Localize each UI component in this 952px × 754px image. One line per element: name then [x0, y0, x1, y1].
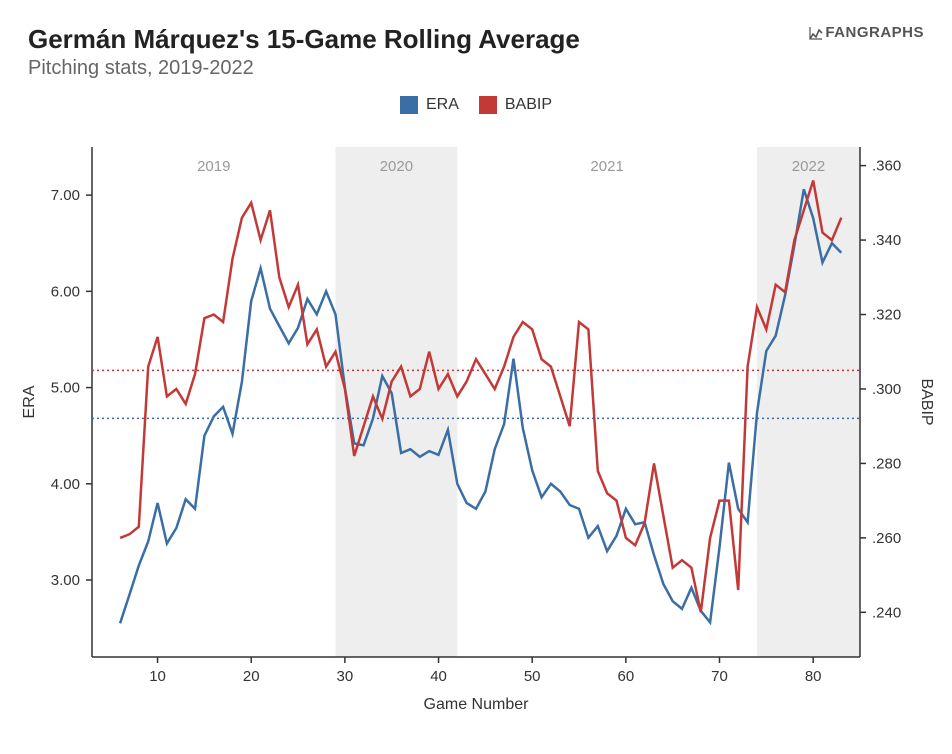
- legend-label: BABIP: [505, 96, 552, 114]
- legend-item: ERA: [400, 96, 459, 114]
- season-label: 2020: [380, 158, 413, 175]
- fangraphs-icon: [809, 26, 823, 40]
- babip-series-line: [120, 181, 841, 613]
- season-band: [336, 147, 458, 657]
- right-y-tick-label: .300: [872, 381, 901, 398]
- chart-header: Germán Márquez's 15-Game Rolling Average…: [0, 0, 952, 84]
- x-tick-label: 30: [337, 668, 354, 685]
- left-y-tick-label: 5.00: [51, 380, 80, 397]
- season-label: 2021: [590, 158, 623, 175]
- x-tick-label: 20: [243, 668, 260, 685]
- right-y-tick-label: .280: [872, 455, 901, 472]
- right-y-tick-label: .340: [872, 232, 901, 249]
- left-y-tick-label: 3.00: [51, 572, 80, 589]
- x-axis-label: Game Number: [424, 696, 530, 713]
- season-label: 2019: [197, 158, 230, 175]
- chart-svg: 2019 2020 2021 2022 10 20 30 40 50 60 70 80 Game Num…: [0, 127, 952, 727]
- season-label: 2022: [792, 158, 825, 175]
- chart-title: Germán Márquez's 15-Game Rolling Average: [28, 24, 924, 55]
- legend-swatch: [400, 96, 418, 114]
- chart-area: 2019 2020 2021 2022 10 20 30 40 50 60 70 80 Game Num…: [0, 127, 952, 727]
- legend-label: ERA: [426, 96, 459, 114]
- left-y-tick-label: 6.00: [51, 283, 80, 300]
- x-tick-label: 50: [524, 668, 541, 685]
- right-y-tick-label: .360: [872, 158, 901, 175]
- left-y-tick-label: 4.00: [51, 476, 80, 493]
- fangraphs-logo-text: FANGRAPHS: [825, 24, 924, 41]
- x-tick-label: 80: [805, 668, 822, 685]
- x-tick-label: 10: [149, 668, 166, 685]
- chart-legend: ERA BABIP: [0, 84, 952, 127]
- right-y-tick-label: .240: [872, 604, 901, 621]
- right-y-tick-label: .260: [872, 530, 901, 547]
- x-tick-label: 60: [618, 668, 635, 685]
- era-series-line: [120, 189, 841, 623]
- season-band: [757, 147, 860, 657]
- left-y-axis-label: ERA: [21, 385, 38, 418]
- chart-subtitle: Pitching stats, 2019-2022: [28, 57, 924, 80]
- left-y-tick-label: 7.00: [51, 187, 80, 204]
- x-tick-label: 70: [711, 668, 728, 685]
- right-y-axis-label: BABIP: [918, 378, 935, 425]
- right-y-tick-label: .320: [872, 307, 901, 324]
- x-tick-label: 40: [430, 668, 447, 685]
- fangraphs-logo: FANGRAPHS: [809, 24, 924, 41]
- legend-swatch: [479, 96, 497, 114]
- legend-item: BABIP: [479, 96, 552, 114]
